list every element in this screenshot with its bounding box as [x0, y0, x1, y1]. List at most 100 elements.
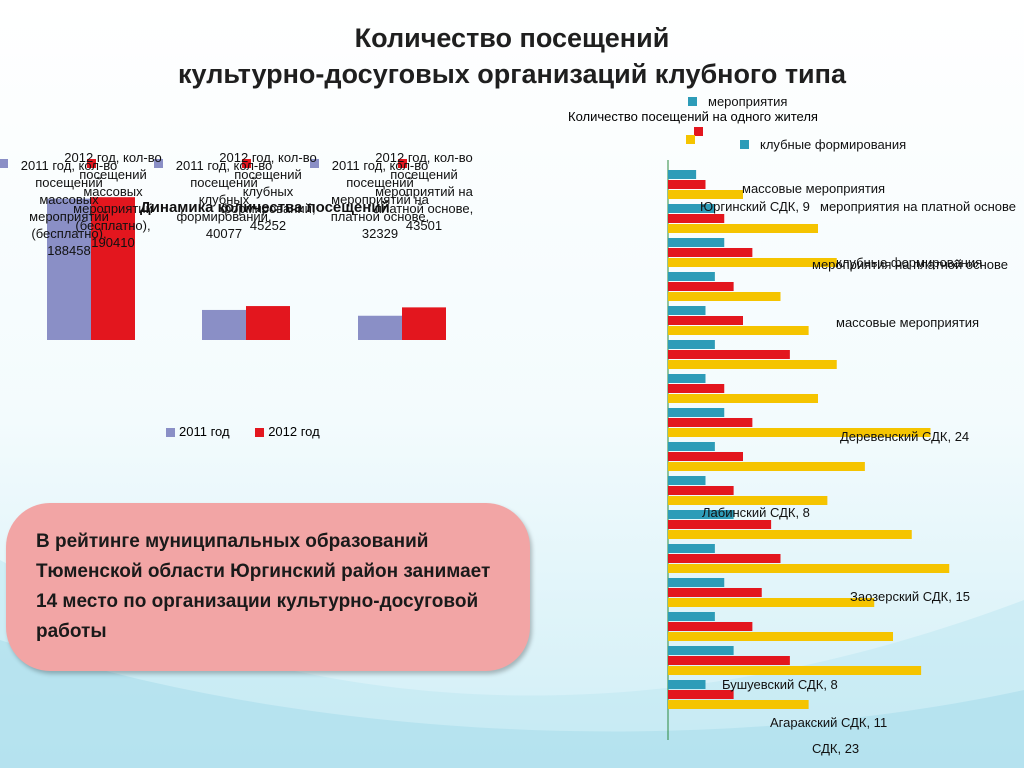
hbar-orange-row5: [668, 360, 837, 369]
hbar-teal-row11: [668, 544, 715, 553]
chart2-label-2: клубные формирования: [836, 255, 983, 270]
data-label-2012-cat2: 2012 год, кол-во посещений мероприятий н…: [374, 150, 474, 233]
bar-2012-cat1: [246, 306, 290, 340]
hbar-red-row2: [668, 248, 753, 257]
page-title-line2: культурно-досуговых организаций клубного…: [178, 59, 846, 89]
legend-swatch-2012: [255, 428, 265, 438]
hbar-orange-row13: [668, 632, 893, 641]
chart2-label-6: Заозерский СДК, 15: [850, 589, 970, 604]
hbar-red-row3: [668, 282, 734, 291]
chart2-marker-1: [694, 127, 703, 136]
hbar-teal-row9: [668, 476, 706, 485]
hbar-red-row14: [668, 656, 790, 665]
hbar-teal-row12: [668, 578, 725, 587]
hbar-orange-row6: [668, 394, 818, 403]
chart2-marker-3: [740, 140, 749, 149]
hbar-teal-row10: [668, 510, 734, 519]
hbar-orange-row4: [668, 326, 809, 335]
hbar-orange-row7: [668, 428, 931, 437]
hbar-teal-row6: [668, 374, 706, 383]
legend-label-2012: 2012 год: [268, 424, 320, 439]
chart2-label-4: Деревенский СДК, 24: [840, 429, 970, 444]
chart2-label-0: Юргинский СДК, 9: [700, 199, 810, 214]
hbar-teal-row7: [668, 408, 725, 417]
hbar-orange-row8: [668, 462, 865, 471]
bar-2012-cat2: [402, 307, 446, 340]
hbar-orange-row9: [668, 496, 828, 505]
hbar-orange-row12: [668, 598, 875, 607]
data-label-2012-cat1: 2012 год, кол-во посещений клубных форми…: [219, 150, 317, 233]
chart1-title: Динамика количества посещений: [140, 199, 390, 216]
chart2-label-7: Бушуевский СДК, 8: [722, 677, 838, 692]
data-label-marker: [398, 159, 407, 168]
page-title-line1: Количество посещений: [354, 23, 670, 53]
bar-2011-cat0: [47, 198, 91, 340]
hbar-red-row8: [668, 452, 743, 461]
hbar-orange-row2: [668, 258, 837, 267]
hbar-red-row1: [668, 214, 725, 223]
chart2-legend-0: мероприятия: [708, 94, 788, 109]
hbar-red-row4: [668, 316, 743, 325]
hbar-teal-row15: [668, 680, 706, 689]
hbar-orange-row11: [668, 564, 950, 573]
hbar-red-row11: [668, 554, 781, 563]
hbar-orange-row0: [668, 190, 743, 199]
hbar-teal-row3: [668, 272, 715, 281]
hbar-teal-row5: [668, 340, 715, 349]
page-title: Количество посещений культурно-досуговых…: [0, 20, 1024, 92]
legend-swatch-2011: [166, 428, 175, 438]
data-label-2012-cat0: 2012 год, кол-во посещений массовых меро…: [64, 150, 162, 250]
hbar-red-row5: [668, 350, 790, 359]
hbar-orange-row1: [668, 224, 818, 233]
bar-2012-cat0: [91, 197, 135, 340]
chart2-title: Количество посещений на одного жителя: [568, 109, 818, 124]
rating-callout-text: В рейтинге муниципальных образований Тюм…: [36, 531, 491, 642]
data-label-marker: [87, 159, 96, 168]
chart2-legend-1: клубные формирования: [760, 137, 907, 152]
hbar-orange-row10: [668, 530, 912, 539]
chart2-label-1: мероприятия на платной основе: [820, 199, 1017, 214]
legend-label-2011: 2011 год: [179, 424, 230, 439]
hbar-teal-row4: [668, 306, 706, 315]
hbar-red-row7: [668, 418, 753, 427]
hbar-teal-row1: [668, 204, 715, 213]
hbar-red-row12: [668, 588, 762, 597]
hbar-red-row9: [668, 486, 734, 495]
hbar-orange-row15: [668, 700, 809, 709]
bar-2011-cat2: [358, 315, 402, 340]
hbar-teal-row0: [668, 170, 697, 179]
hbar-orange-row3: [668, 292, 781, 301]
data-label-marker: [0, 159, 8, 168]
data-label-2011-cat1: 2011 год, кол-во посещений клубных форми…: [175, 158, 273, 241]
data-label-2011-cat2: 2011 год, кол-во посещений мероприятий н…: [330, 158, 430, 241]
hbar-red-row13: [668, 622, 753, 631]
chart2-label-5: Лабинский СДК, 8: [702, 505, 810, 520]
hbar-red-row15: [668, 690, 734, 699]
chart2-legend-2: массовые мероприятия: [742, 181, 886, 196]
data-label-marker: [310, 159, 319, 168]
legend-item-2011: 2011 год: [166, 424, 233, 439]
rating-callout: В рейтинге муниципальных образований Тюм…: [6, 503, 530, 671]
hbar-red-row6: [668, 384, 725, 393]
hbar-red-row10: [668, 520, 772, 529]
chart2-label-3: массовые мероприятия: [836, 315, 980, 330]
hbar-teal-row8: [668, 442, 715, 451]
chart2-legend-3: мероприятия на платной основе: [812, 257, 1009, 272]
chart2-label-8: Агаракский СДК, 11: [770, 715, 888, 730]
chart1-legend: 2011 год 2012 год: [166, 424, 342, 439]
hbar-teal-row14: [668, 646, 734, 655]
data-label-marker: [242, 159, 251, 168]
data-label-2011-cat0: 2011 год, кол-во посещений массовых меро…: [20, 158, 118, 258]
legend-item-2012: 2012 год: [255, 424, 320, 439]
hbar-teal-row2: [668, 238, 725, 247]
hbar-orange-row14: [668, 666, 922, 675]
chart2-marker-0: [688, 97, 697, 106]
hbar-teal-row13: [668, 612, 715, 621]
hbar-red-row0: [668, 180, 706, 189]
chart2-label-9: СДК, 23: [812, 741, 860, 756]
data-label-marker: [154, 159, 163, 168]
chart2-marker-2: [686, 135, 695, 144]
